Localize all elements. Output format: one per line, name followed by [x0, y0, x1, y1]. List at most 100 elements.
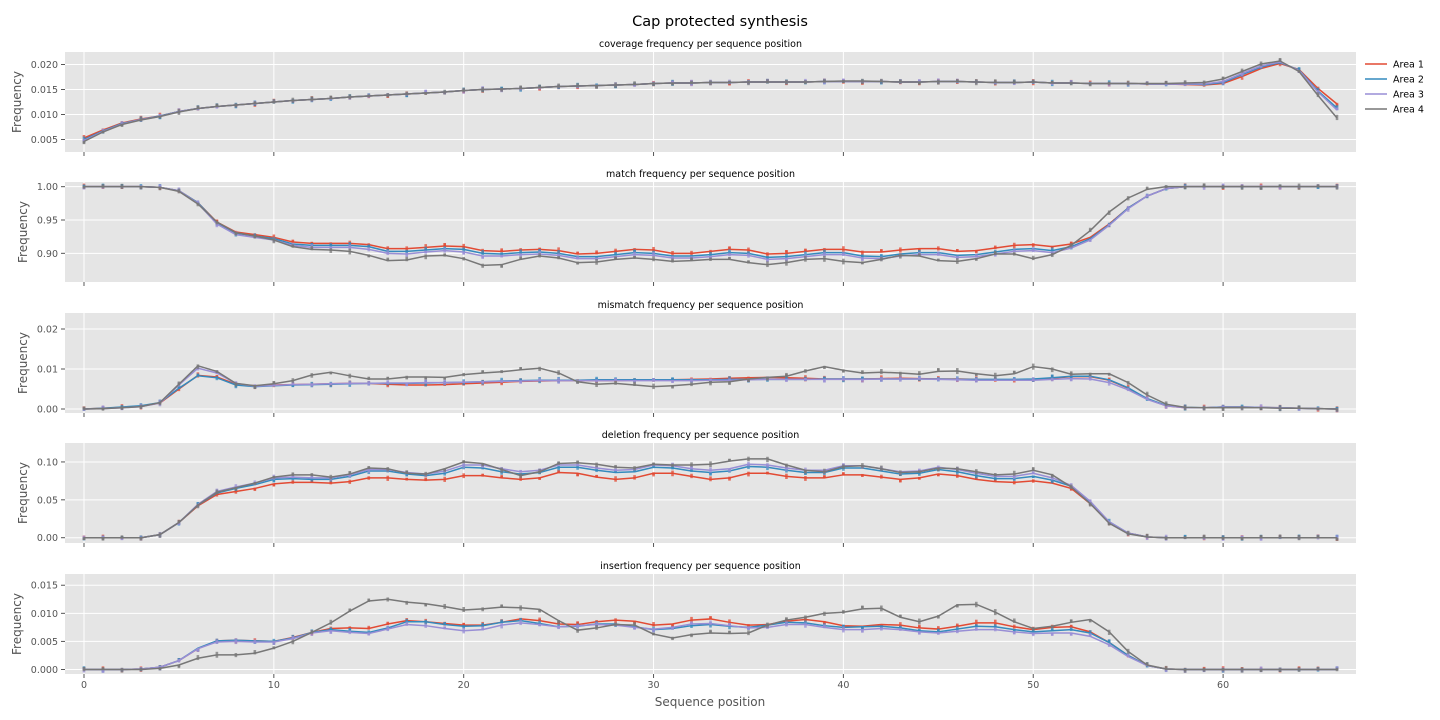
- replicate-point: [405, 470, 409, 474]
- replicate-point: [1297, 183, 1301, 187]
- replicate-point: [614, 378, 617, 381]
- replicate-point: [747, 247, 750, 251]
- replicate-point: [804, 616, 807, 620]
- replicate-point: [842, 246, 845, 249]
- replicate-point: [538, 620, 541, 624]
- replicate-point: [690, 257, 693, 261]
- replicate-point: [899, 255, 902, 259]
- replicate-point: [671, 470, 674, 474]
- panel-background: [65, 52, 1356, 152]
- replicate-point: [633, 467, 636, 471]
- replicate-point: [82, 668, 86, 672]
- replicate-point: [1240, 404, 1244, 408]
- replicate-point: [291, 99, 295, 103]
- replicate-point: [291, 380, 295, 383]
- replicate-point: [481, 265, 484, 268]
- replicate-point: [348, 373, 352, 377]
- replicate-point: [1164, 534, 1168, 538]
- replicate-point: [766, 465, 769, 468]
- replicate-point: [1088, 227, 1092, 231]
- replicate-point: [424, 246, 428, 250]
- y-tick-label: 0.015: [31, 85, 58, 96]
- replicate-point: [842, 624, 845, 628]
- replicate-point: [1316, 87, 1320, 91]
- replicate-point: [215, 377, 219, 381]
- replicate-point: [1107, 380, 1111, 383]
- replicate-point: [215, 639, 219, 643]
- replicate-point: [690, 378, 693, 381]
- replicate-point: [804, 259, 807, 262]
- replicate-point: [709, 382, 712, 386]
- replicate-point: [937, 251, 940, 255]
- replicate-point: [576, 465, 579, 468]
- replicate-point: [728, 382, 731, 385]
- replicate-point: [82, 666, 86, 670]
- replicate-point: [367, 633, 371, 636]
- replicate-point: [690, 634, 693, 638]
- replicate-point: [1145, 391, 1149, 395]
- replicate-point: [120, 121, 124, 124]
- replicate-point: [405, 376, 409, 380]
- replicate-point: [481, 256, 484, 259]
- replicate-point: [576, 462, 579, 466]
- legend-item: Area 1: [1365, 60, 1424, 71]
- replicate-point: [785, 469, 788, 473]
- replicate-point: [993, 619, 997, 623]
- replicate-point: [386, 257, 390, 261]
- replicate-point: [348, 244, 352, 248]
- replicate-point: [861, 629, 864, 632]
- replicate-point: [1240, 407, 1244, 411]
- replicate-point: [348, 628, 352, 631]
- replicate-point: [538, 87, 541, 90]
- replicate-point: [519, 85, 522, 89]
- replicate-point: [1050, 480, 1054, 484]
- replicate-point: [348, 94, 352, 97]
- replicate-point: [823, 251, 826, 255]
- replicate-point: [1202, 537, 1206, 540]
- replicate-point: [652, 252, 655, 255]
- replicate-point: [804, 622, 807, 626]
- replicate-point: [272, 381, 276, 384]
- replicate-point: [196, 200, 200, 203]
- panel-1: coverage frequency per sequence position…: [10, 39, 1356, 156]
- replicate-point: [291, 97, 295, 101]
- replicate-point: [424, 473, 428, 477]
- series-line-area-3: [83, 622, 1338, 671]
- replicate-point: [1202, 183, 1206, 187]
- replicate-point: [709, 620, 712, 624]
- replicate-point: [310, 381, 314, 385]
- replicate-point: [329, 384, 333, 388]
- replicate-point: [120, 186, 124, 190]
- replicate-point: [1335, 102, 1339, 106]
- y-tick-label: 0.010: [31, 609, 58, 620]
- y-tick-label: 0.005: [31, 637, 58, 648]
- replicate-point: [443, 606, 447, 609]
- y-tick-label: 0.010: [31, 110, 58, 121]
- replicate-point: [690, 466, 693, 469]
- replicate-point: [367, 380, 371, 384]
- replicate-point: [861, 78, 864, 82]
- replicate-point: [614, 248, 617, 252]
- replicate-point: [652, 246, 655, 250]
- replicate-point: [462, 252, 465, 255]
- replicate-point: [785, 476, 788, 479]
- replicate-point: [177, 188, 181, 192]
- replicate-point: [234, 484, 238, 487]
- replicate-point: [576, 621, 579, 625]
- replicate-point: [766, 459, 769, 463]
- replicate-point: [766, 258, 769, 262]
- series-line-area-4: [83, 598, 1338, 671]
- replicate-point: [158, 114, 162, 117]
- replicate-point: [595, 86, 598, 89]
- replicate-point: [1069, 627, 1073, 631]
- replicate-point: [614, 251, 617, 255]
- replicate-point: [576, 83, 579, 86]
- replicate-point: [1240, 667, 1244, 670]
- replicate-point: [253, 639, 257, 643]
- replicate-point: [1202, 407, 1206, 411]
- replicate-point: [272, 237, 276, 240]
- replicate-point: [823, 249, 826, 253]
- replicate-point: [1335, 114, 1339, 118]
- replicate-point: [690, 625, 693, 629]
- replicate-point: [310, 630, 314, 633]
